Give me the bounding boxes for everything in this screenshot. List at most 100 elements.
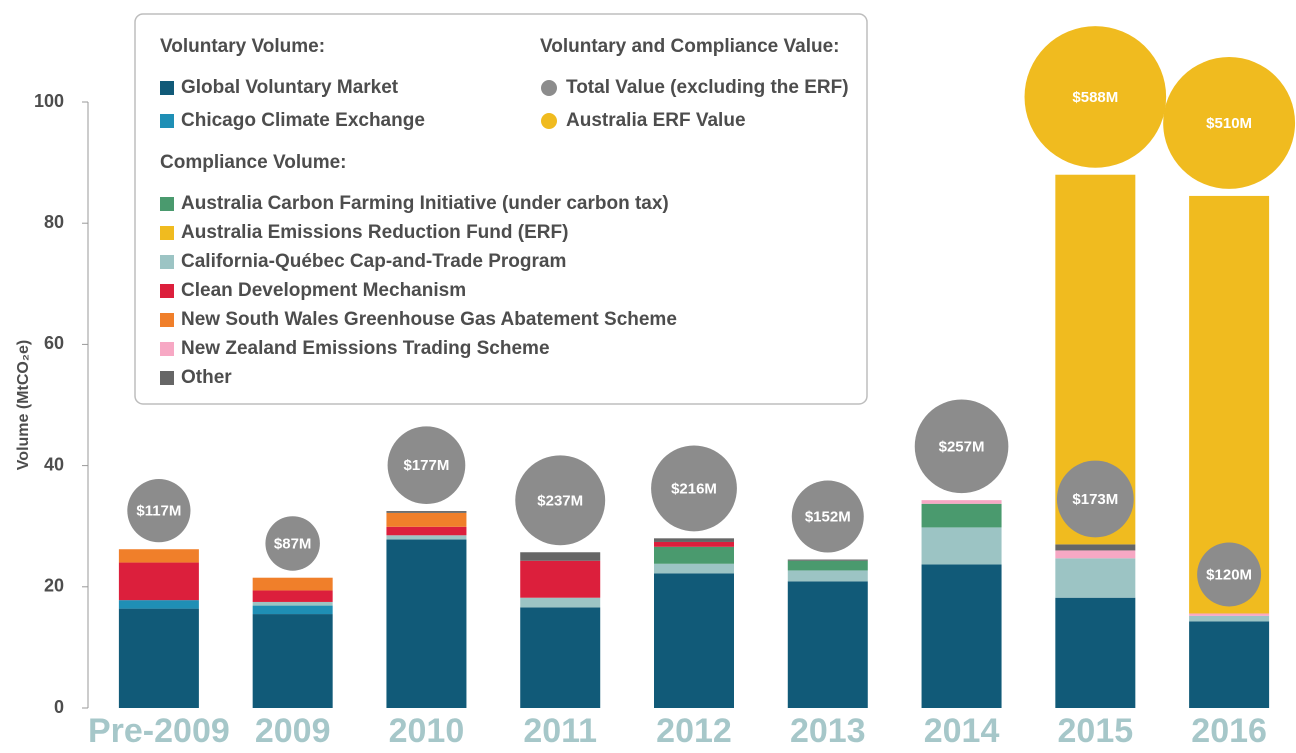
value-bubble [1163, 57, 1296, 189]
x-tick-label: Pre-2009 [88, 712, 230, 750]
legend-label: Other [181, 367, 232, 388]
bar-segment [386, 535, 467, 540]
value-bubble [1056, 460, 1134, 538]
bar-segment [1189, 613, 1270, 616]
bubble-label: $117M [136, 503, 181, 520]
legend-label: Global Voluntary Market [181, 77, 399, 98]
bubble-label: $510M [1206, 115, 1252, 132]
bar-segment [921, 527, 1002, 565]
bar-segment [1055, 597, 1136, 708]
legend-label: California-Québec Cap-and-Trade Program [181, 251, 566, 272]
legend-swatch [160, 226, 174, 240]
bar-segment [520, 597, 601, 608]
legend-heading: Compliance Volume: [160, 152, 347, 173]
legend-swatch [541, 80, 557, 96]
y-tick-label: 20 [44, 576, 64, 596]
bar-segment [118, 549, 199, 563]
bar-segment [787, 560, 868, 571]
y-axis-label: Volume (MtCO₂e) [15, 340, 32, 470]
legend-swatch [160, 313, 174, 327]
bar-segment [654, 546, 734, 564]
value-bubble [265, 516, 320, 571]
bar-segment [1055, 558, 1136, 598]
bubble-label: $177M [404, 457, 450, 474]
bar-segment [118, 562, 199, 601]
bubble-label: $237M [537, 492, 583, 509]
bar-segment [787, 570, 868, 582]
value-bubble [1197, 542, 1262, 607]
bubble-label: $588M [1072, 89, 1118, 106]
value-bubble [651, 445, 737, 532]
value-bubble [914, 399, 1009, 494]
value-bubble [387, 426, 466, 505]
bar-segment [654, 538, 734, 542]
y-tick-label: 40 [44, 454, 64, 474]
bar-segment [520, 552, 601, 561]
value-bubble [791, 480, 864, 553]
bubble-label: $216M [671, 480, 717, 497]
value-bubble [515, 455, 606, 546]
legend-label: Australia ERF Value [566, 110, 746, 131]
bar-segment [1189, 615, 1270, 622]
legend-swatch [160, 284, 174, 298]
legend-heading: Voluntary and Compliance Value: [540, 36, 840, 57]
bar-segment [252, 614, 333, 708]
legend-box [134, 13, 868, 405]
bar-segment [386, 511, 467, 513]
legend-label: Total Value (excluding the ERF) [566, 77, 849, 98]
bar-segment [386, 526, 467, 536]
x-tick-label: 2013 [790, 712, 866, 750]
legend-label: Chicago Climate Exchange [181, 110, 425, 131]
y-tick-label: 0 [54, 697, 64, 717]
bar-segment [654, 573, 734, 708]
bar-segment [252, 577, 333, 591]
y-tick-label: 60 [44, 333, 64, 353]
bubble-label: $87M [274, 535, 312, 552]
legend-swatch [160, 197, 174, 211]
legend-heading: Voluntary Volume: [160, 36, 325, 57]
bar-segment [654, 541, 734, 547]
bar-segment [787, 581, 868, 708]
bar-segment [921, 500, 1002, 504]
bar-segment [520, 607, 601, 708]
legend-swatch [160, 114, 174, 128]
x-tick-label: 2010 [389, 712, 465, 750]
bubble-label: $120M [1206, 566, 1252, 583]
legend-swatch [160, 371, 174, 385]
legend-label: New South Wales Greenhouse Gas Abatement… [181, 309, 677, 330]
bar-segment [520, 560, 601, 598]
bar-segment [654, 563, 734, 574]
bar-segment [386, 539, 467, 708]
legend-swatch [541, 113, 557, 129]
bubble-label: $257M [939, 438, 985, 455]
bar-segment [252, 590, 333, 602]
legend-swatch [160, 255, 174, 269]
bar-segment [1055, 544, 1136, 551]
legend-label: Clean Development Mechanism [181, 280, 466, 301]
legend-swatch [160, 342, 174, 356]
x-tick-label: 2011 [523, 712, 597, 750]
bar-segment [252, 601, 333, 606]
bar-segment [118, 600, 199, 609]
y-tick-label: 80 [44, 212, 64, 232]
value-bubble [127, 479, 191, 543]
bar-segment [921, 503, 1002, 528]
bar-segment [787, 559, 868, 561]
legend-label: Australia Emissions Reduction Fund (ERF) [181, 222, 568, 243]
bar-segment [386, 512, 467, 527]
x-tick-label: 2009 [255, 712, 331, 750]
y-tick-label: 100 [34, 91, 64, 111]
x-tick-label: 2014 [924, 712, 1000, 750]
bar-segment [1189, 621, 1270, 708]
bar-segment [1055, 550, 1136, 559]
bubble-label: $152M [805, 508, 851, 525]
bar-segment [252, 605, 333, 615]
legend-swatch [160, 81, 174, 95]
value-bubble [1024, 26, 1167, 168]
x-tick-label: 2012 [656, 712, 732, 750]
x-tick-label: 2016 [1191, 712, 1267, 750]
bar-segment [118, 608, 199, 708]
bubble-label: $173M [1072, 491, 1118, 508]
legend-label: Australia Carbon Farming Initiative (und… [181, 193, 669, 214]
